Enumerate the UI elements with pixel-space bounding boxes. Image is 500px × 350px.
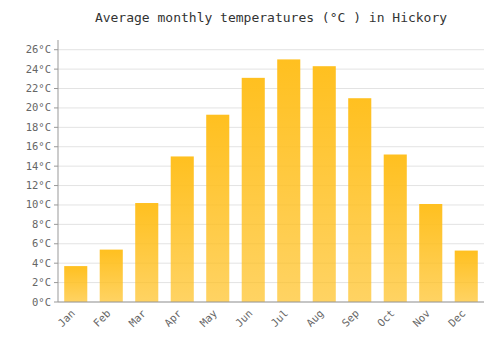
x-tick-label: Jan: [55, 307, 77, 329]
y-tick-label: 6°C: [32, 237, 51, 249]
bar: [455, 251, 478, 302]
bar: [313, 66, 336, 302]
bar: [171, 156, 194, 302]
x-tick-label: Sep: [339, 307, 361, 329]
grid-line: [58, 302, 484, 303]
x-tick-label: Mar: [126, 307, 148, 329]
y-tick: [54, 282, 58, 283]
x-tick-label: Jul: [268, 307, 290, 329]
y-tick: [54, 107, 58, 108]
bar: [348, 98, 371, 302]
x-axis: Jan Feb Mar Apr May Jun Jul Aug Sep Oct Nov Dec: [55, 302, 484, 329]
y-tick-label: 10°C: [26, 198, 51, 210]
y-axis-line: [58, 40, 59, 302]
y-tick: [54, 127, 58, 128]
y-tick-label: 14°C: [26, 160, 51, 172]
y-tick: [54, 302, 58, 303]
x-tick-label: Apr: [162, 307, 184, 329]
x-tick-label: Feb: [91, 307, 113, 329]
y-tick: [54, 88, 58, 89]
x-tick-label: May: [197, 307, 219, 329]
grid-line: [58, 166, 484, 167]
y-tick-label: 16°C: [26, 140, 51, 152]
x-tick-label: Jun: [233, 307, 255, 329]
bar: [64, 266, 87, 302]
bar: [135, 203, 158, 302]
y-tick-label: 20°C: [26, 101, 51, 113]
bar: [384, 155, 407, 302]
y-axis: 0°C 2°C 4°C 6°C 8°C 10°C 12°C 14°C 16°C 18°C 20°C 2…: [26, 40, 58, 308]
grid-line: [58, 107, 484, 108]
bar: [419, 204, 442, 302]
y-tick-label: 22°C: [26, 82, 51, 94]
grid: [58, 50, 484, 302]
bar: [100, 250, 123, 302]
x-tick-label: Nov: [410, 307, 432, 329]
chart-container: Average monthly temperatures (°C ) in Hi…: [0, 0, 500, 350]
y-tick: [54, 49, 58, 50]
y-tick: [54, 185, 58, 186]
grid-line: [58, 88, 484, 89]
bar: [277, 59, 300, 302]
bars: [64, 59, 478, 302]
grid-line: [58, 127, 484, 128]
x-tick-label: Oct: [375, 307, 397, 329]
y-tick: [54, 263, 58, 264]
x-tick-label: Aug: [304, 307, 326, 329]
grid-line: [58, 185, 484, 186]
chart: Average monthly temperatures (°C ) in Hi…: [0, 0, 500, 350]
y-tick: [54, 224, 58, 225]
y-tick: [54, 243, 58, 244]
y-tick-label: 2°C: [32, 276, 51, 288]
title: Average monthly temperatures (°C ) in Hi…: [95, 10, 447, 25]
bar: [242, 78, 265, 302]
y-tick: [54, 204, 58, 205]
y-tick: [54, 69, 58, 70]
y-tick-label: 8°C: [32, 218, 51, 230]
y-tick-label: 12°C: [26, 179, 51, 191]
y-tick-label: 4°C: [32, 257, 51, 269]
y-tick-label: 24°C: [26, 63, 51, 75]
y-tick-label: 26°C: [26, 43, 51, 55]
y-tick-label: 0°C: [32, 296, 51, 308]
x-tick-label: Dec: [446, 307, 468, 329]
grid-line: [58, 69, 484, 70]
grid-line: [58, 49, 484, 50]
bar: [206, 115, 229, 302]
x-axis-line: [58, 302, 484, 303]
y-tick: [54, 166, 58, 167]
grid-line: [58, 146, 484, 147]
y-tick-label: 18°C: [26, 121, 51, 133]
y-tick: [54, 146, 58, 147]
